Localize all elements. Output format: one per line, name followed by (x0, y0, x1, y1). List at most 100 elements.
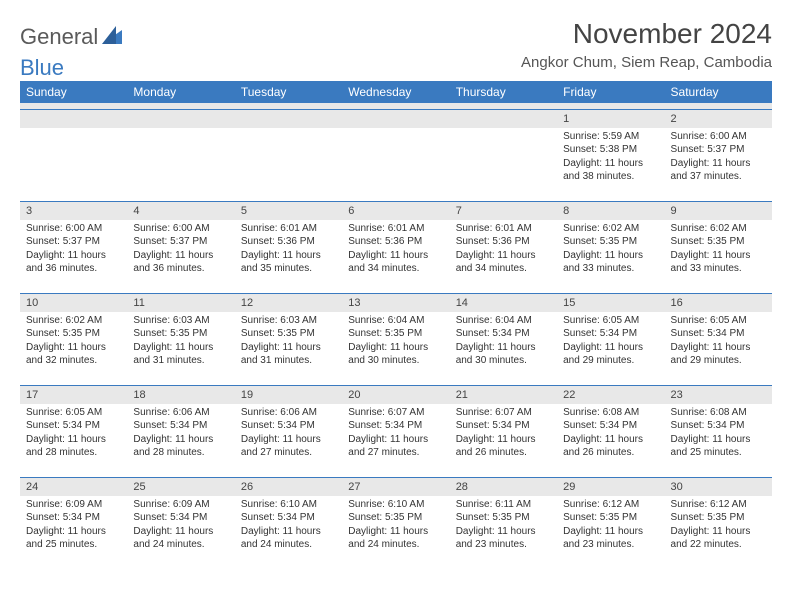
day-details: Sunrise: 6:07 AMSunset: 5:34 PMDaylight:… (342, 404, 449, 464)
daylight-line: Daylight: 11 hours and 34 minutes. (456, 249, 551, 276)
sunset-line: Sunset: 5:34 PM (671, 419, 766, 433)
day-details: Sunrise: 6:02 AMSunset: 5:35 PMDaylight:… (665, 220, 772, 280)
day-details: Sunrise: 6:05 AMSunset: 5:34 PMDaylight:… (557, 312, 664, 372)
day-cell: 12Sunrise: 6:03 AMSunset: 5:35 PMDayligh… (235, 293, 342, 385)
day-number: 3 (20, 202, 127, 220)
sunset-line: Sunset: 5:35 PM (241, 327, 336, 341)
daylight-line: Daylight: 11 hours and 24 minutes. (241, 525, 336, 552)
sunset-line: Sunset: 5:36 PM (456, 235, 551, 249)
sunrise-line: Sunrise: 6:03 AM (133, 314, 228, 328)
day-number (342, 110, 449, 128)
day-number: 29 (557, 478, 664, 496)
day-cell: 2Sunrise: 6:00 AMSunset: 5:37 PMDaylight… (665, 109, 772, 201)
calendar-body: 1Sunrise: 5:59 AMSunset: 5:38 PMDaylight… (20, 103, 772, 569)
daylight-line: Daylight: 11 hours and 33 minutes. (671, 249, 766, 276)
day-cell: 10Sunrise: 6:02 AMSunset: 5:35 PMDayligh… (20, 293, 127, 385)
sunrise-line: Sunrise: 6:02 AM (671, 222, 766, 236)
day-number: 6 (342, 202, 449, 220)
day-number: 4 (127, 202, 234, 220)
day-details: Sunrise: 6:10 AMSunset: 5:34 PMDaylight:… (235, 496, 342, 556)
sunrise-line: Sunrise: 6:06 AM (241, 406, 336, 420)
daylight-line: Daylight: 11 hours and 30 minutes. (456, 341, 551, 368)
day-details: Sunrise: 6:02 AMSunset: 5:35 PMDaylight:… (20, 312, 127, 372)
brand-name-2: Blue (20, 55, 64, 81)
daylight-line: Daylight: 11 hours and 29 minutes. (671, 341, 766, 368)
calendar-week: 24Sunrise: 6:09 AMSunset: 5:34 PMDayligh… (20, 477, 772, 569)
day-cell: 19Sunrise: 6:06 AMSunset: 5:34 PMDayligh… (235, 385, 342, 477)
day-details: Sunrise: 6:08 AMSunset: 5:34 PMDaylight:… (665, 404, 772, 464)
weekday-tuesday: Tuesday (235, 81, 342, 103)
daylight-line: Daylight: 11 hours and 24 minutes. (133, 525, 228, 552)
empty-cell (20, 109, 127, 201)
weekday-monday: Monday (127, 81, 234, 103)
sunset-line: Sunset: 5:35 PM (456, 511, 551, 525)
daylight-line: Daylight: 11 hours and 28 minutes. (133, 433, 228, 460)
brand-logo: General (20, 24, 122, 50)
day-details: Sunrise: 6:10 AMSunset: 5:35 PMDaylight:… (342, 496, 449, 556)
sunset-line: Sunset: 5:34 PM (671, 327, 766, 341)
day-details: Sunrise: 6:09 AMSunset: 5:34 PMDaylight:… (20, 496, 127, 556)
day-cell: 17Sunrise: 6:05 AMSunset: 5:34 PMDayligh… (20, 385, 127, 477)
day-cell: 8Sunrise: 6:02 AMSunset: 5:35 PMDaylight… (557, 201, 664, 293)
weekday-friday: Friday (557, 81, 664, 103)
day-details: Sunrise: 6:06 AMSunset: 5:34 PMDaylight:… (235, 404, 342, 464)
day-details: Sunrise: 6:02 AMSunset: 5:35 PMDaylight:… (557, 220, 664, 280)
sunset-line: Sunset: 5:34 PM (133, 419, 228, 433)
daylight-line: Daylight: 11 hours and 25 minutes. (26, 525, 121, 552)
sunset-line: Sunset: 5:34 PM (348, 419, 443, 433)
day-number: 22 (557, 386, 664, 404)
sunrise-line: Sunrise: 5:59 AM (563, 130, 658, 144)
sunset-line: Sunset: 5:34 PM (563, 419, 658, 433)
daylight-line: Daylight: 11 hours and 22 minutes. (671, 525, 766, 552)
day-number: 28 (450, 478, 557, 496)
daylight-line: Daylight: 11 hours and 25 minutes. (671, 433, 766, 460)
day-cell: 16Sunrise: 6:05 AMSunset: 5:34 PMDayligh… (665, 293, 772, 385)
daylight-line: Daylight: 11 hours and 28 minutes. (26, 433, 121, 460)
day-number: 15 (557, 294, 664, 312)
day-cell: 27Sunrise: 6:10 AMSunset: 5:35 PMDayligh… (342, 477, 449, 569)
sunset-line: Sunset: 5:34 PM (241, 419, 336, 433)
day-details: Sunrise: 6:00 AMSunset: 5:37 PMDaylight:… (20, 220, 127, 280)
day-cell: 15Sunrise: 6:05 AMSunset: 5:34 PMDayligh… (557, 293, 664, 385)
sunrise-line: Sunrise: 6:04 AM (348, 314, 443, 328)
day-number: 24 (20, 478, 127, 496)
day-details: Sunrise: 6:01 AMSunset: 5:36 PMDaylight:… (450, 220, 557, 280)
sunset-line: Sunset: 5:35 PM (26, 327, 121, 341)
day-cell: 26Sunrise: 6:10 AMSunset: 5:34 PMDayligh… (235, 477, 342, 569)
day-number: 5 (235, 202, 342, 220)
daylight-line: Daylight: 11 hours and 36 minutes. (26, 249, 121, 276)
sunset-line: Sunset: 5:35 PM (348, 511, 443, 525)
sunrise-line: Sunrise: 6:09 AM (133, 498, 228, 512)
empty-cell (342, 109, 449, 201)
day-cell: 11Sunrise: 6:03 AMSunset: 5:35 PMDayligh… (127, 293, 234, 385)
sunrise-line: Sunrise: 6:01 AM (348, 222, 443, 236)
sunrise-line: Sunrise: 6:01 AM (456, 222, 551, 236)
sunset-line: Sunset: 5:37 PM (671, 143, 766, 157)
month-title: November 2024 (521, 18, 772, 50)
daylight-line: Daylight: 11 hours and 30 minutes. (348, 341, 443, 368)
day-cell: 20Sunrise: 6:07 AMSunset: 5:34 PMDayligh… (342, 385, 449, 477)
sunrise-line: Sunrise: 6:07 AM (456, 406, 551, 420)
day-cell: 6Sunrise: 6:01 AMSunset: 5:36 PMDaylight… (342, 201, 449, 293)
sunrise-line: Sunrise: 6:10 AM (348, 498, 443, 512)
day-cell: 28Sunrise: 6:11 AMSunset: 5:35 PMDayligh… (450, 477, 557, 569)
sunset-line: Sunset: 5:35 PM (671, 235, 766, 249)
day-details: Sunrise: 6:00 AMSunset: 5:37 PMDaylight:… (127, 220, 234, 280)
day-cell: 3Sunrise: 6:00 AMSunset: 5:37 PMDaylight… (20, 201, 127, 293)
daylight-line: Daylight: 11 hours and 23 minutes. (563, 525, 658, 552)
day-details: Sunrise: 6:06 AMSunset: 5:34 PMDaylight:… (127, 404, 234, 464)
day-number: 12 (235, 294, 342, 312)
day-cell: 23Sunrise: 6:08 AMSunset: 5:34 PMDayligh… (665, 385, 772, 477)
day-details: Sunrise: 6:04 AMSunset: 5:34 PMDaylight:… (450, 312, 557, 372)
daylight-line: Daylight: 11 hours and 24 minutes. (348, 525, 443, 552)
day-details: Sunrise: 6:09 AMSunset: 5:34 PMDaylight:… (127, 496, 234, 556)
sunrise-line: Sunrise: 6:00 AM (133, 222, 228, 236)
sunrise-line: Sunrise: 6:00 AM (26, 222, 121, 236)
day-details: Sunrise: 6:11 AMSunset: 5:35 PMDaylight:… (450, 496, 557, 556)
sunset-line: Sunset: 5:35 PM (671, 511, 766, 525)
day-cell: 9Sunrise: 6:02 AMSunset: 5:35 PMDaylight… (665, 201, 772, 293)
sunrise-line: Sunrise: 6:01 AM (241, 222, 336, 236)
sunrise-line: Sunrise: 6:02 AM (26, 314, 121, 328)
sunrise-line: Sunrise: 6:03 AM (241, 314, 336, 328)
sunrise-line: Sunrise: 6:09 AM (26, 498, 121, 512)
